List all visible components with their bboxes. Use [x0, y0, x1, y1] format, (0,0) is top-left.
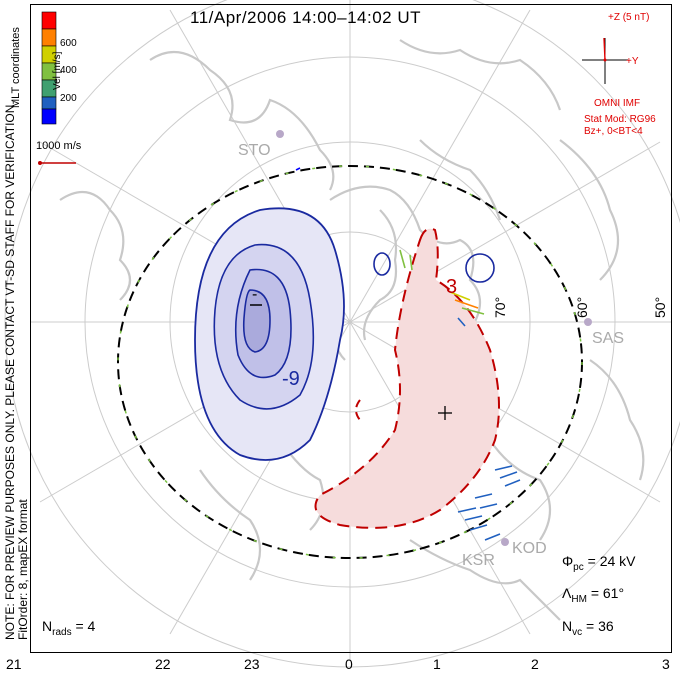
negative-potential-cell [194, 207, 495, 461]
radar-stations [276, 130, 592, 546]
vector [454, 299, 479, 309]
meridian-22 [39, 141, 661, 503]
negative-small-cell-1 [373, 252, 391, 276]
vector [457, 507, 477, 513]
vector [499, 471, 518, 479]
negative-minimum-label: - [252, 286, 258, 303]
radar-count: Nrads = 4 [42, 618, 95, 638]
positive-potential-cell [314, 227, 500, 529]
stat-model-label: Stat Mod: RG96 [584, 114, 656, 125]
latitude-label-50: 50° [652, 296, 668, 318]
vector [494, 465, 513, 471]
side-note: NOTE: FOR PREVIEW PURPOSES ONLY. PLEASE … [3, 101, 30, 640]
vector [484, 533, 501, 541]
coast-canada-east [559, 139, 620, 281]
coast-bay [589, 359, 645, 481]
positive-contour [314, 227, 500, 529]
vector [461, 307, 485, 315]
fit-order-note: FitOrder: 8, mapEX format [16, 499, 30, 640]
coast-siberia-south [199, 469, 261, 581]
coast-greenland-east [329, 185, 482, 331]
phi-subscript: pc [573, 561, 584, 573]
vector [409, 254, 413, 271]
nrads-subscript: rads [52, 626, 72, 638]
latitude-label-60: 60° [574, 296, 590, 318]
station-label-kod: KOD [512, 540, 547, 557]
latitude-label-70: 70° [492, 296, 508, 318]
vector [504, 479, 521, 487]
map-title: 11/Apr/2006 14:00–14:02 UT [190, 8, 422, 27]
nvc-value: = 36 [586, 618, 614, 634]
velocity-vectors [295, 167, 521, 541]
nvc-symbol: N [562, 618, 573, 634]
cross-polar-potential: Φpc = 24 kV [562, 553, 636, 573]
reference-vector [38, 161, 76, 165]
vector [295, 167, 301, 171]
coast-europe-west [59, 190, 132, 301]
imf-source-label: OMNI IMF [594, 98, 641, 109]
hm-boundary-latitude: ΛHM = 61° [562, 585, 624, 605]
nvc-subscript: vc [572, 626, 583, 638]
colorbar-tick-200: 200 [60, 93, 77, 104]
positive-small-contour [355, 399, 361, 421]
mlt-tick-21: 21 [6, 656, 22, 672]
mlt-tick-0: 0 [345, 656, 353, 672]
vector [464, 515, 483, 521]
mlt-tick-3: 3 [662, 656, 670, 672]
coast-alaska [409, 539, 561, 621]
heppner-maynard-boundary [117, 165, 583, 559]
colorbar-tick-400: 400 [60, 65, 77, 76]
station-label-sas: SAS [592, 330, 625, 347]
mlt-tick-1: 1 [433, 656, 441, 672]
imf-dial [582, 37, 628, 84]
positive-contour-label: 3 [446, 276, 458, 298]
negative-small-cell-2 [465, 253, 495, 283]
lambda-subscript: HM [571, 593, 587, 605]
coastlines [59, 39, 645, 621]
coordinate-system-label: MLT coordinates [10, 27, 22, 108]
station-marker-sto [276, 130, 284, 138]
imf-y-label: +Y [626, 56, 639, 67]
phi-symbol: Φ [562, 553, 574, 569]
colorbar-tick-600: 600 [60, 38, 77, 49]
lambda-symbol: Λ [562, 585, 572, 601]
vector [474, 493, 493, 499]
coast-siberia [279, 439, 325, 531]
lambda-value: = 61° [590, 585, 625, 601]
vector [449, 291, 471, 301]
vector [479, 503, 498, 509]
station-marker-sas [584, 318, 592, 326]
lat-ring-50 [4, 0, 680, 668]
plot-frame [30, 4, 672, 653]
phi-value: = 24 kV [587, 553, 636, 569]
vector-count: Nvc = 36 [562, 618, 614, 638]
coast-north [399, 39, 562, 111]
reference-vector-label: 1000 m/s [36, 140, 82, 152]
mlt-tick-23: 23 [244, 656, 260, 672]
station-label-sto: STO [238, 142, 271, 159]
imf-vector [603, 37, 606, 61]
imf-origin [603, 58, 607, 62]
coast-scandinavia [149, 50, 335, 191]
nrads-symbol: N [42, 618, 53, 634]
mlt-tick-2: 2 [531, 656, 539, 672]
hmb-vectors [117, 165, 583, 559]
nrads-value: = 4 [75, 618, 96, 634]
cb-swatch [41, 108, 57, 125]
vector [469, 524, 488, 531]
coast-greenland [362, 209, 398, 341]
station-marker-kod [501, 538, 509, 546]
imf-condition-label: Bz+, 0<BT<4 [584, 126, 643, 137]
mlt-tick-22: 22 [155, 656, 171, 672]
vector [399, 249, 406, 269]
imf-scale-label: +Z (5 nT) [608, 12, 650, 23]
vector [457, 317, 466, 327]
station-label-ksr: KSR [462, 552, 495, 569]
coast-svalbard [419, 139, 502, 221]
velocity-colorbar [41, 11, 57, 125]
negative-contour-label: -9 [282, 368, 300, 390]
